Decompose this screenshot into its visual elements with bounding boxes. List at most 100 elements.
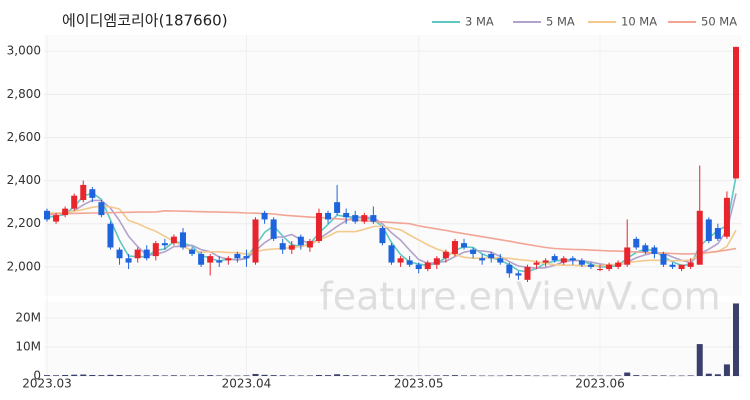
candle-body (116, 249, 123, 259)
volume-bar (98, 375, 105, 376)
volume-bar (361, 375, 368, 376)
volume-bar (624, 372, 631, 376)
volume-bar (161, 375, 168, 376)
candle-body (352, 215, 359, 222)
volume-bar (198, 375, 205, 376)
candle-body (633, 238, 640, 248)
volume-bar (370, 375, 377, 376)
candle-body (406, 260, 413, 265)
volume-bar (479, 375, 486, 377)
candle-body (170, 236, 177, 244)
volume-bar (560, 375, 567, 377)
candle-body (470, 249, 477, 254)
volume-bar (44, 375, 50, 376)
volume-bar (488, 375, 495, 377)
candle-body (189, 249, 196, 254)
candle-body (397, 258, 404, 263)
candle-body (370, 215, 377, 222)
volume-bar (733, 303, 739, 376)
volume-bar (696, 344, 703, 376)
candle-body (651, 247, 658, 254)
volume-bar (714, 374, 721, 376)
ma-line (46, 209, 737, 255)
candle-body (587, 264, 594, 267)
legend-label: 50 MA (701, 15, 737, 29)
candle-body (89, 189, 96, 198)
candle-body (179, 232, 186, 248)
candle-body (198, 253, 205, 265)
volume-bar (297, 375, 304, 376)
volume-bar (170, 375, 177, 376)
candle-body (207, 256, 214, 263)
candle-body (578, 260, 585, 265)
candle-body (597, 269, 604, 271)
candle-body (624, 247, 631, 265)
volume-bar (89, 374, 96, 376)
candle-body (252, 219, 259, 263)
x-tick-label: 2023.06 (575, 377, 625, 391)
volume-bar (207, 375, 214, 376)
candle-body (442, 251, 449, 259)
candle-body (733, 46, 739, 179)
legend-label: 3 MA (465, 15, 494, 29)
volume-bar (461, 375, 468, 376)
candle-body (687, 262, 694, 267)
volume-bar (315, 374, 322, 376)
volume-bar (234, 375, 241, 377)
candle-body (696, 210, 703, 265)
candle-body (560, 258, 567, 263)
volume-bar (388, 375, 395, 376)
x-tick-label: 2023.05 (394, 377, 444, 391)
volume-bar (334, 374, 341, 376)
legend-label: 5 MA (546, 15, 575, 29)
legend-label: 10 MA (621, 15, 657, 29)
candle-body (325, 212, 332, 220)
candle-body (606, 264, 613, 270)
candle-body (306, 240, 313, 248)
volume-bar (587, 375, 594, 377)
volume-bar (415, 375, 422, 376)
candle-body (424, 262, 431, 270)
candle-body (243, 256, 250, 259)
volume-panel-bg (44, 302, 742, 376)
volume-bar (551, 375, 558, 377)
candle-body (288, 245, 295, 250)
volume-bar (615, 375, 622, 376)
candle-body (343, 212, 350, 218)
volume-bar (107, 374, 114, 376)
volume-bar (442, 375, 449, 376)
candle-body (488, 253, 495, 259)
candle-body (80, 184, 87, 201)
volume-bar (179, 375, 186, 376)
x-tick-label: 2023.04 (222, 377, 272, 391)
candle-body (71, 195, 78, 209)
volume-bar (125, 375, 132, 376)
volume-bar (669, 375, 676, 377)
candle-body (451, 240, 458, 254)
volume-bar (270, 375, 277, 376)
volume-bar (225, 375, 232, 377)
y-tick-label: 2,200 (7, 216, 41, 230)
volume-bar (325, 375, 332, 376)
candle-body (723, 197, 730, 237)
volume-bar (288, 375, 295, 376)
y-tick-label: 3,000 (7, 44, 41, 58)
volume-tick-label: 20M (15, 310, 41, 324)
volume-bar (379, 375, 386, 376)
volume-tick-label: 0 (33, 369, 41, 383)
candle-body (125, 258, 132, 263)
candle-body (98, 202, 105, 216)
watermark: feature.enViewV.com (319, 275, 720, 319)
candle-body (669, 264, 676, 267)
candle-body (461, 243, 468, 248)
candle-body (542, 260, 549, 263)
y-tick-label: 2,400 (7, 173, 41, 187)
volume-bar (678, 375, 685, 377)
volume-bar (642, 375, 649, 376)
candle-body (334, 202, 341, 213)
candles (44, 46, 739, 282)
volume-bar (515, 375, 522, 376)
chart-title: 에이디엠코리아(187660) (62, 12, 228, 30)
candle-body (143, 249, 150, 259)
